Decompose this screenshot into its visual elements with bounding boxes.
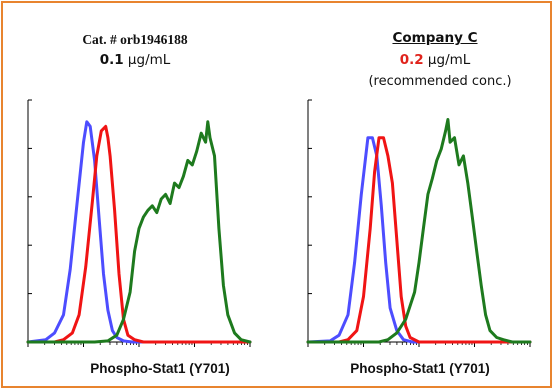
left-concentration: 0.1 µg/mL: [50, 52, 220, 68]
right-conc-value: 0.2: [399, 52, 424, 68]
left-conc-value: 0.1: [99, 52, 124, 68]
right-concentration: 0.2 µg/mL: [355, 52, 515, 68]
recommended-note: (recommended conc.): [368, 74, 512, 89]
right-company-label: Company C: [392, 30, 478, 46]
histogram-panel-2: [306, 99, 532, 347]
series-line-1: [306, 136, 532, 344]
left-conc-unit: µg/mL: [127, 52, 171, 68]
left-x-axis-label: Phospho-Stat1 (Y701): [90, 361, 230, 376]
series-line-3: [26, 120, 252, 344]
series-line-2: [26, 124, 252, 344]
histogram-panel-1: [26, 99, 252, 347]
series-line-3: [306, 118, 532, 344]
right-x-axis-label: Phospho-Stat1 (Y701): [350, 361, 490, 376]
left-catalog-label: Cat. # orb1946188: [82, 32, 188, 47]
right-conc-unit: µg/mL: [427, 52, 471, 68]
series-line-2: [306, 136, 532, 344]
